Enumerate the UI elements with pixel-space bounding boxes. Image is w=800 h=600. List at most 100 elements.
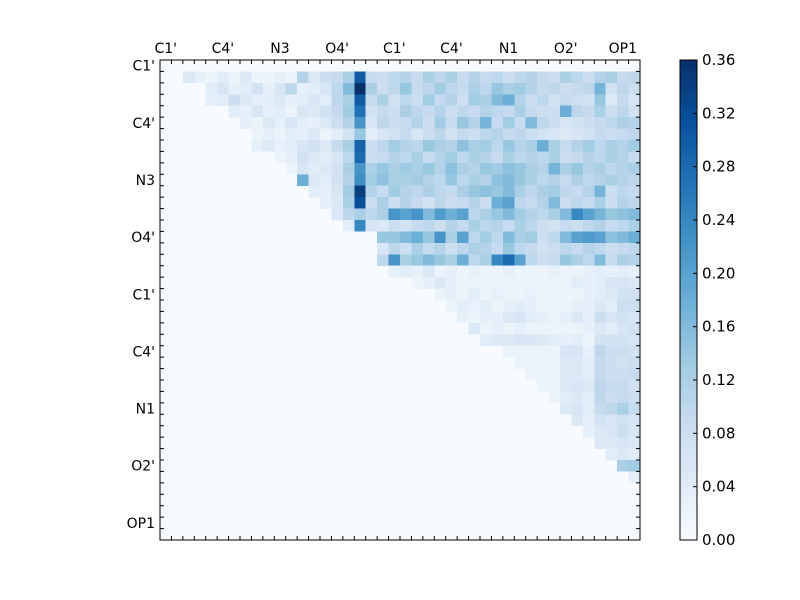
heatmap-cell [617,82,629,95]
colorbar-band [680,452,697,457]
heatmap-cell [582,254,595,267]
heatmap-cell [251,82,264,95]
heatmap-cell [617,437,629,449]
heatmap-cell [617,288,629,301]
colorbar-band [680,308,697,313]
heatmap-cell [571,368,584,381]
heatmap-cell [628,380,641,392]
colorbar-band [680,112,697,117]
heatmap-cell [628,288,641,301]
colorbar-band [680,268,697,273]
heatmap-cell [617,242,629,255]
heatmap-cell [628,82,641,95]
heatmap-cell [560,288,572,301]
heatmap-cell [365,174,378,187]
heatmap-cell [571,82,584,95]
y-tick-label: C1' [132,287,155,303]
heatmap-cell [354,105,367,118]
heatmap-cell [422,208,435,221]
heatmap-cell [514,334,527,347]
heatmap-cell [331,71,344,84]
heatmap-cell [514,300,527,312]
heatmap-cell [571,197,584,209]
heatmap-cell [605,140,618,152]
colorbar-band [680,528,697,533]
heatmap-cell [388,128,401,141]
heatmap-cell [285,117,298,129]
heatmap-cell [308,105,321,118]
heatmap-cell [502,174,515,187]
heatmap-cell [537,265,549,278]
colorbar-band [680,392,697,397]
heatmap-cell [537,82,549,95]
heatmap-cell [560,71,572,84]
heatmap-cell [388,151,401,164]
heatmap-cell [582,151,595,164]
heatmap-cell [377,231,389,244]
heatmap-cell [400,162,412,175]
heatmap-cell [548,117,561,129]
heatmap-cell [400,174,412,187]
colorbar-band [680,408,697,413]
heatmap-cell [502,288,515,301]
heatmap-cell [525,174,538,187]
heatmap-cell [525,277,538,289]
heatmap-cell [365,140,378,152]
heatmap-cell [617,71,629,84]
heatmap-cell [582,105,595,118]
heatmap-cell [480,140,492,152]
heatmap-cell [594,437,607,449]
colorbar-band [680,252,697,257]
heatmap-cell [445,128,458,141]
heatmap-cell [445,117,458,129]
heatmap-cell [582,265,595,278]
y-tick-label: C4' [132,116,155,132]
heatmap-cell [274,71,287,84]
heatmap-cell [457,185,469,198]
heatmap-cell [457,311,469,324]
heatmap-cell [628,300,641,312]
heatmap-cell [594,322,607,335]
heatmap-cell [377,71,389,84]
heatmap-cell [537,140,549,152]
heatmap-cell [605,185,618,198]
heatmap-cell [205,71,218,84]
heatmap-cell [411,208,424,221]
heatmap-cell [560,185,572,198]
heatmap-cell [434,220,447,232]
heatmap-cell [491,162,504,175]
heatmap-cell [525,345,538,358]
heatmap-cell [594,185,607,198]
heatmap-cell [525,185,538,198]
heatmap-cell [605,151,618,164]
colorbar-band [680,196,697,201]
heatmap-cell [377,254,389,267]
heatmap-cell [582,71,595,84]
heatmap-cell [457,288,469,301]
heatmap-cell [480,242,492,255]
heatmap-cell [628,231,641,244]
heatmap-cell [594,288,607,301]
heatmap-cell [377,94,389,107]
heatmap-cell [548,71,561,84]
heatmap-cell [605,357,618,369]
heatmap-cell [548,242,561,255]
heatmap-cell [525,197,538,209]
colorbar-band [680,232,697,237]
heatmap-cell [548,357,561,369]
heatmap-cell [342,185,355,198]
heatmap-cell [594,82,607,95]
heatmap-cell [502,197,515,209]
heatmap-cell [514,288,527,301]
heatmap-cell [240,105,252,118]
heatmap-cell [560,82,572,95]
heatmap-cell [594,71,607,84]
heatmap-cell [491,174,504,187]
heatmap-cell [582,140,595,152]
colorbar-band [680,460,697,465]
heatmap-cell [434,162,447,175]
heatmap-cell [628,242,641,255]
colorbar-band [680,216,697,221]
heatmap-cell [285,128,298,141]
